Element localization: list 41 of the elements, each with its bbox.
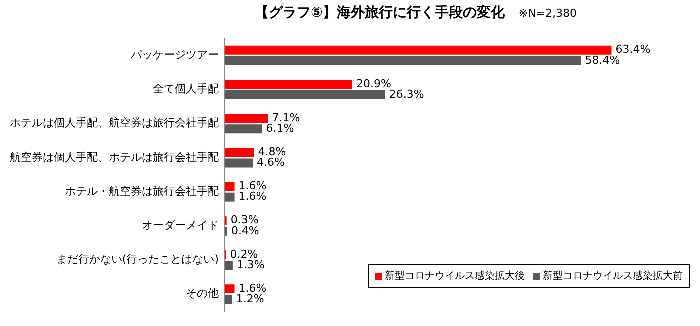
legend-label: 新型コロナウイルス感染拡大後	[385, 270, 525, 283]
data-label: 7.1%	[272, 111, 300, 124]
data-label: 4.8%	[258, 146, 286, 159]
y-tick-label: ホテル・航空券は旅行会社手配	[65, 184, 219, 198]
y-tick-label: まだ行かない(行ったことはない)	[56, 253, 219, 266]
y-tick-label: 全て個人手配	[153, 82, 219, 96]
data-label: 6.1%	[266, 122, 294, 135]
data-label: 1.6%	[238, 282, 267, 295]
data-label: 20.9%	[356, 77, 392, 90]
y-tick-label: パッケージツアー	[130, 48, 219, 62]
bar	[225, 46, 612, 55]
bar	[225, 80, 352, 89]
bar	[225, 90, 386, 100]
y-tick-label: オーダーメイド	[142, 219, 219, 232]
bar	[225, 192, 235, 202]
data-label: 1.6%	[238, 180, 267, 193]
bar	[225, 124, 262, 134]
bar	[225, 148, 254, 158]
bar	[225, 182, 235, 192]
bar	[225, 261, 233, 270]
data-label: 26.3%	[389, 88, 424, 101]
y-tick-label: ホテルは個人手配、航空券は旅行会社手配	[10, 116, 219, 130]
data-label: 1.2%	[236, 292, 264, 306]
chart-subtitle: ※N=2,380	[518, 6, 578, 20]
data-label: 0.2%	[230, 248, 258, 261]
data-label: 1.3%	[236, 258, 265, 272]
data-label: 1.6%	[238, 190, 267, 204]
data-label: 63.4%	[616, 43, 651, 56]
data-label: 58.4%	[585, 54, 620, 67]
legend-label: 新型コロナウイルス感染拡大前	[543, 270, 683, 283]
bar	[225, 295, 232, 304]
bar	[225, 284, 235, 294]
data-label: 0.4%	[231, 224, 260, 238]
bar	[225, 114, 268, 124]
y-tick-label: 航空券は個人手配、ホテルは旅行会社手配	[10, 150, 219, 164]
bar	[225, 158, 254, 168]
bar	[225, 56, 582, 66]
data-label: 4.6%	[257, 156, 286, 170]
chart-title: 【グラフ⑤】海外旅行に行く手段の変化	[255, 4, 505, 22]
data-label: 0.3%	[230, 214, 259, 227]
y-tick-label: その他	[186, 287, 219, 300]
